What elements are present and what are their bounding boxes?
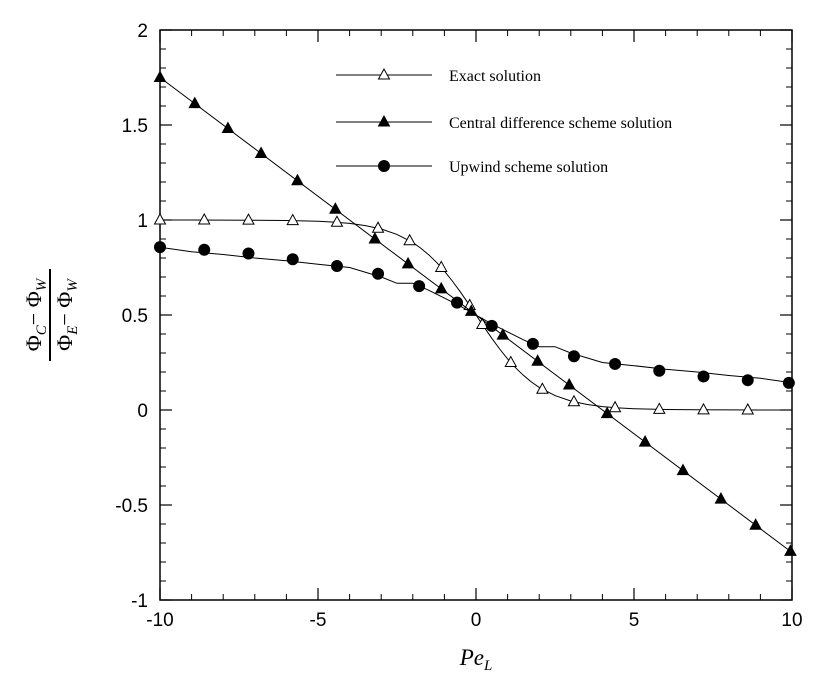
series-layer — [153, 70, 797, 556]
data-point — [526, 337, 539, 350]
data-point — [741, 374, 754, 387]
legend-label: Central difference scheme solution — [449, 115, 672, 132]
data-point — [714, 492, 728, 504]
data-point — [368, 231, 382, 244]
major-ticks — [159, 29, 793, 601]
x-axis-title-main: Pe — [459, 645, 484, 670]
data-point — [198, 243, 211, 256]
y-numerator-sub-c: C — [34, 324, 50, 335]
data-point — [413, 280, 426, 293]
data-point — [531, 354, 544, 366]
y-tick-label: 1.5 — [122, 116, 148, 137]
legend-item-exact-solution: Exact solution — [336, 67, 541, 85]
data-point — [403, 233, 416, 246]
y-axis-numerator: ΦC− ΦW — [21, 277, 50, 351]
series-central-difference-scheme-solution — [153, 70, 797, 556]
data-point — [638, 435, 652, 447]
data-point — [197, 213, 211, 225]
data-point — [329, 202, 342, 214]
y-tick-label: 1 — [137, 211, 148, 232]
data-point — [434, 281, 448, 294]
data-point — [697, 370, 710, 383]
y-axis-denominator: ΦE− ΦW — [52, 278, 81, 351]
series-upwind-scheme-solution — [154, 241, 795, 389]
data-point — [254, 146, 268, 158]
x-tick-label: -10 — [146, 610, 173, 631]
y-denominator-sub-w: W — [65, 278, 81, 292]
data-point — [567, 350, 580, 363]
data-point — [653, 364, 666, 377]
y-tick-label: -0.5 — [115, 496, 148, 517]
legend-label: Upwind scheme solution — [449, 159, 608, 176]
y-tick-label: 0 — [137, 401, 148, 422]
data-point — [609, 357, 622, 370]
legend: Exact solution Central difference scheme … — [336, 67, 672, 176]
data-point — [697, 402, 710, 415]
y-denominator-sub-e: E — [65, 326, 81, 336]
legend-marker — [377, 67, 391, 80]
data-point — [242, 213, 255, 225]
x-tick-label: -5 — [310, 610, 327, 631]
y-axis-title: ΦC− ΦW ΦE− ΦW — [21, 269, 81, 361]
data-point — [372, 267, 385, 280]
data-point — [330, 260, 343, 273]
y-denominator-phi-e: Φ — [52, 335, 77, 351]
data-point — [188, 96, 202, 109]
x-tick-label: 5 — [629, 610, 640, 631]
y-denominator-minus-phi-w: − Φ — [52, 292, 77, 326]
data-point — [749, 518, 763, 530]
legend-marker — [377, 114, 391, 127]
legend-label: Exact solution — [449, 68, 541, 85]
data-point — [741, 402, 755, 415]
data-point — [242, 247, 255, 260]
legend-marker — [378, 160, 390, 172]
y-tick-labels: -1 -0.5 0 0.5 1 1.5 2 — [115, 21, 148, 612]
data-point — [286, 213, 300, 226]
data-point — [562, 378, 576, 390]
data-point — [652, 402, 666, 414]
x-axis-title-sub: L — [483, 658, 492, 674]
y-numerator-minus-phi-w: − Φ — [21, 291, 46, 325]
y-tick-label: -1 — [131, 591, 148, 612]
data-point — [401, 256, 415, 269]
data-point — [676, 463, 690, 476]
x-tick-label: 0 — [471, 610, 482, 631]
x-tick-labels: -10 -5 0 5 10 — [146, 610, 802, 631]
minor-ticks — [160, 30, 792, 600]
x-axis-title: PeL — [459, 645, 493, 674]
legend-item-upwind-scheme-solution: Upwind scheme solution — [336, 159, 608, 176]
data-point — [608, 400, 622, 413]
data-point — [291, 173, 304, 186]
x-tick-label: 10 — [781, 610, 802, 631]
data-point — [784, 544, 797, 556]
data-point — [782, 376, 795, 389]
y-tick-label: 2 — [137, 21, 148, 42]
data-point — [536, 382, 549, 394]
data-point — [567, 394, 581, 407]
legend-item-central-difference-scheme-solution: Central difference scheme solution — [336, 114, 672, 132]
data-point — [153, 70, 167, 82]
y-numerator-sub-w: W — [34, 277, 50, 291]
data-point — [504, 355, 518, 368]
data-point — [221, 121, 235, 134]
data-point — [600, 406, 614, 419]
data-point — [153, 212, 167, 225]
y-numerator-phi-c: Φ — [21, 335, 46, 351]
data-point — [434, 260, 448, 272]
data-point — [485, 319, 498, 332]
data-point — [451, 296, 464, 309]
data-point — [496, 328, 510, 340]
y-tick-label: 0.5 — [122, 306, 148, 327]
series-line — [159, 246, 793, 384]
data-point — [154, 241, 166, 254]
data-point — [371, 221, 385, 233]
data-point — [286, 253, 299, 266]
data-point — [330, 215, 344, 227]
data-point — [475, 317, 489, 329]
